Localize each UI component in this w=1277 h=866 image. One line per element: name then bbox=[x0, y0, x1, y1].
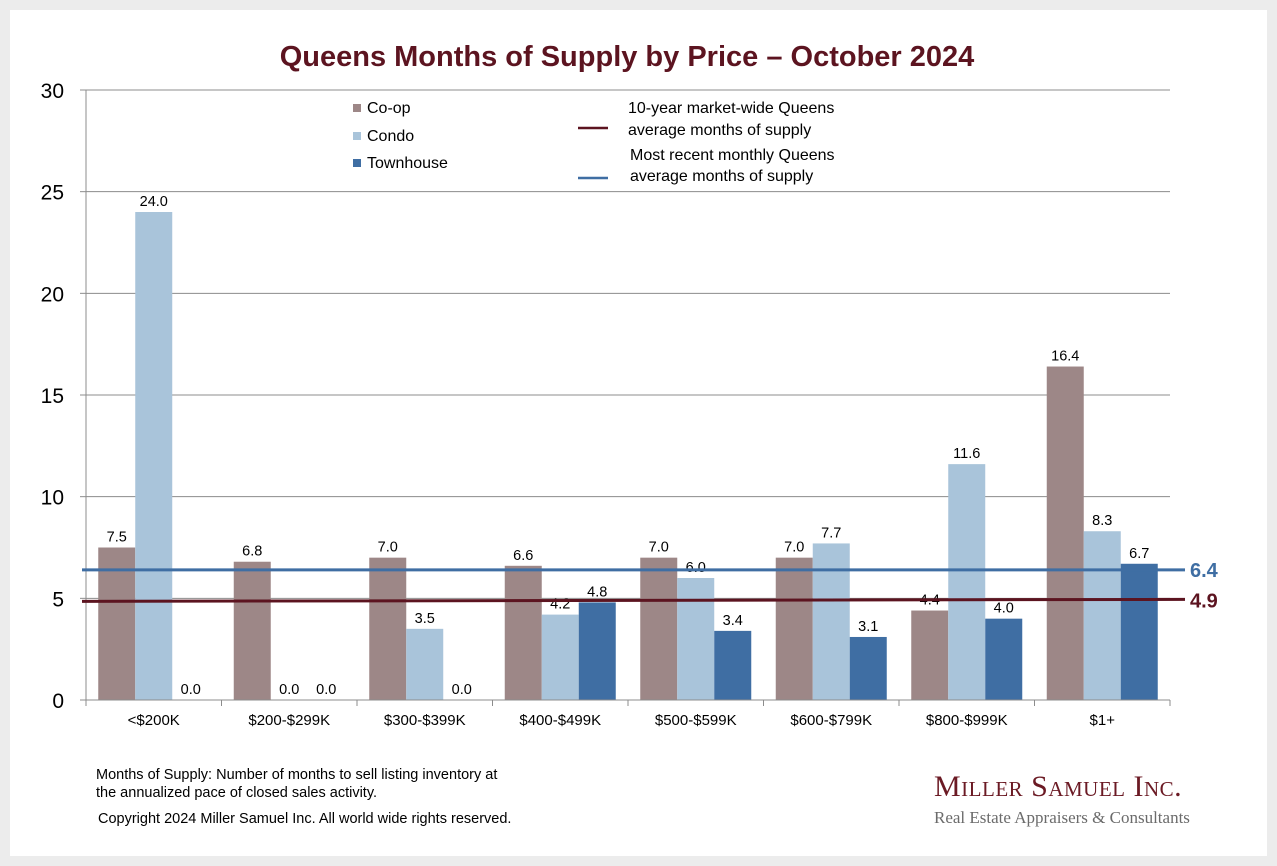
x-tick-label: $1+ bbox=[1090, 712, 1116, 729]
bar-coop bbox=[233, 561, 271, 700]
definition-note: Months of Supply: Number of months to se… bbox=[96, 766, 497, 802]
x-tick-label: $300-$399K bbox=[384, 712, 466, 729]
data-label: 0.0 bbox=[181, 682, 201, 698]
y-tick-label: 15 bbox=[41, 385, 64, 408]
reference-line bbox=[81, 597, 1186, 603]
x-tick-label: <$200K bbox=[128, 712, 180, 729]
x-tick-label: $400-$499K bbox=[519, 712, 601, 729]
x-tick-label: $200-$299K bbox=[248, 712, 330, 729]
bar-condo bbox=[135, 212, 173, 700]
data-label: 8.3 bbox=[1092, 513, 1112, 529]
bar-coop bbox=[775, 557, 813, 700]
data-label: 16.4 bbox=[1051, 349, 1079, 365]
bar-condo bbox=[948, 464, 986, 700]
bar-coop bbox=[911, 610, 949, 700]
data-label: 7.0 bbox=[378, 540, 398, 556]
x-tick-label: $800-$999K bbox=[926, 712, 1008, 729]
bar-townhouse bbox=[714, 630, 752, 700]
bars: 7.524.00.06.80.0 0.07.03.50.06.64.24.87.0… bbox=[98, 194, 1158, 700]
company-tagline: Real Estate Appraisers & Consultants bbox=[934, 808, 1190, 827]
data-label: 7.0 bbox=[649, 540, 669, 556]
data-label: 7.0 bbox=[784, 540, 804, 556]
bar-coop bbox=[98, 547, 136, 700]
legend-label: average months of supply bbox=[628, 122, 811, 139]
data-label: 0.0 bbox=[452, 682, 472, 698]
definition-line-1: Months of Supply: Number of months to se… bbox=[96, 767, 498, 783]
reference-lines: 4.96.4 bbox=[81, 560, 1219, 612]
bar-condo bbox=[406, 628, 444, 700]
y-tick-label: 25 bbox=[41, 182, 64, 205]
bar-coop bbox=[640, 557, 678, 700]
legend-label: Condo bbox=[367, 128, 414, 145]
bar-condo bbox=[812, 543, 850, 700]
chart-title: Queens Months of Supply by Price – Octob… bbox=[280, 41, 975, 73]
data-label: 6.8 bbox=[242, 544, 262, 560]
bar-condo bbox=[1083, 531, 1121, 700]
data-label: 0.0 bbox=[279, 682, 299, 698]
data-label: 3.5 bbox=[415, 611, 435, 627]
y-tick-label: 0 bbox=[52, 690, 64, 713]
bar-coop bbox=[504, 565, 542, 700]
legend-swatch-coop bbox=[353, 104, 361, 112]
bar-townhouse bbox=[985, 618, 1023, 700]
data-label: 3.1 bbox=[858, 619, 878, 635]
bar-townhouse bbox=[849, 636, 887, 700]
legend-swatch-townhouse bbox=[353, 159, 361, 167]
data-label: 3.4 bbox=[723, 613, 743, 629]
bar-townhouse bbox=[578, 602, 616, 700]
data-label: 24.0 bbox=[140, 194, 168, 210]
bar-condo bbox=[541, 614, 579, 700]
data-label: 4.0 bbox=[994, 601, 1014, 617]
data-label: 0.0 bbox=[316, 682, 336, 698]
y-tick-label: 5 bbox=[52, 588, 64, 611]
data-label: 6.6 bbox=[513, 548, 533, 564]
x-axis: <$200K $200-$299K $300-$399K $400-$499K $500… bbox=[85, 699, 1171, 729]
y-tick-label: 30 bbox=[41, 80, 64, 103]
reference-line-label: 6.4 bbox=[1190, 560, 1219, 582]
data-label: 6.7 bbox=[1129, 546, 1149, 562]
legend-label: Co-op bbox=[367, 100, 411, 117]
legend-label: Most recent monthly Queens bbox=[630, 147, 835, 164]
x-tick-label: $600-$799K bbox=[790, 712, 872, 729]
definition-line-2: the annualized pace of closed sales acti… bbox=[96, 785, 378, 801]
data-label: 11.6 bbox=[953, 446, 980, 462]
y-tick-label: 10 bbox=[41, 487, 64, 510]
legend-label: Townhouse bbox=[367, 155, 448, 172]
copyright-note: Copyright 2024 Miller Samuel Inc. All wo… bbox=[98, 811, 512, 827]
x-tick-label: $500-$599K bbox=[655, 712, 737, 729]
legend: Co-op Condo Townhouse 10-year market-wide Q… bbox=[353, 100, 835, 185]
data-label: 4.8 bbox=[587, 584, 607, 600]
data-label: 7.5 bbox=[107, 530, 127, 546]
bar-townhouse bbox=[1120, 563, 1158, 700]
reference-line-label: 4.9 bbox=[1190, 590, 1218, 612]
legend-label: average months of supply bbox=[630, 168, 813, 185]
gridlines bbox=[86, 89, 1170, 599]
data-label: 7.7 bbox=[821, 525, 841, 541]
company-logo: Miller Samuel Inc. bbox=[934, 770, 1183, 803]
data-label: 6.0 bbox=[686, 560, 706, 576]
y-axis-ticks: 0 5 10 15 20 25 30 bbox=[41, 80, 87, 713]
bar-condo bbox=[677, 578, 715, 700]
legend-label: 10-year market-wide Queens bbox=[628, 100, 834, 117]
legend-swatch-condo bbox=[353, 132, 361, 140]
bar-coop bbox=[1046, 366, 1084, 700]
y-tick-label: 20 bbox=[41, 283, 64, 306]
bar-coop bbox=[369, 557, 407, 700]
